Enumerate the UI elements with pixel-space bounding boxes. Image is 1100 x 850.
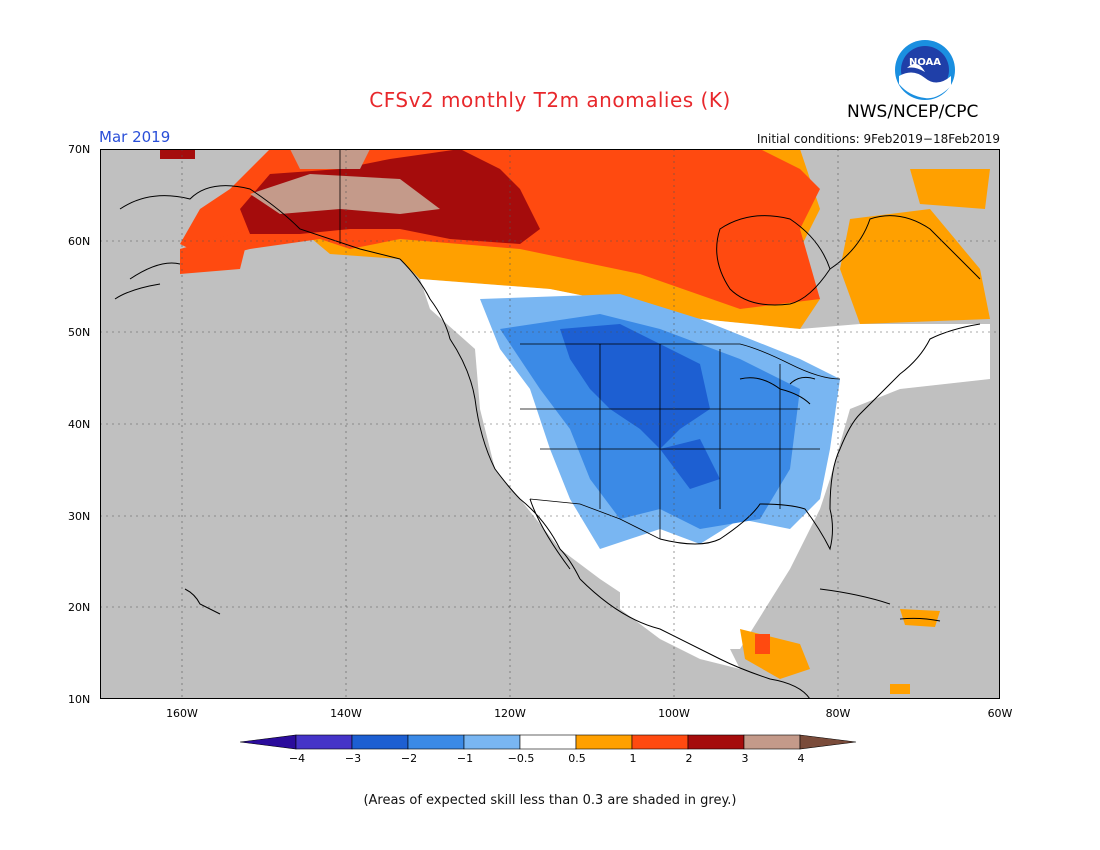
lat-label: 50N — [68, 326, 91, 339]
anomaly-orange-spot — [890, 684, 910, 694]
lat-label: 20N — [68, 601, 91, 614]
anomaly-darkred-alaska — [160, 149, 195, 159]
lon-label: 100W — [658, 707, 690, 720]
logo-text: NOAA — [909, 57, 941, 68]
colorbar-swatch — [295, 734, 353, 750]
colorbar-swatch — [519, 734, 577, 750]
colorbar-tick: −4 — [288, 752, 306, 765]
colorbar-tick: 4 — [797, 752, 805, 765]
lat-label: 70N — [68, 143, 91, 156]
colorbar-swatch — [575, 734, 633, 750]
coast-hawaii — [184, 588, 221, 615]
border-us-mexico — [529, 498, 661, 540]
map-title: CFSv2 monthly T2m anomalies (K) — [369, 88, 731, 112]
initial-conditions: Initial conditions: 9Feb2019−18Feb2019 — [756, 132, 1000, 146]
coast-west — [399, 258, 581, 580]
lon-label: 120W — [494, 707, 526, 720]
colorbar-tick: 2 — [685, 752, 693, 765]
colorbar-swatch — [407, 734, 465, 750]
lon-label: 140W — [330, 707, 362, 720]
coastlines — [114, 185, 981, 699]
map-frame — [100, 149, 1000, 699]
lat-label: 60N — [68, 235, 91, 248]
agency-label: NWS/NCEP/CPC — [847, 102, 979, 122]
colorbar-tick: −0.5 — [507, 752, 535, 765]
colorbar-swatch — [743, 734, 801, 750]
lon-label: 80W — [825, 707, 851, 720]
anomaly-map — [100, 149, 1000, 699]
colorbar-arrow-high — [799, 734, 857, 750]
noaa-logo: NOAA — [895, 40, 955, 100]
colorbar-tick: −3 — [344, 752, 362, 765]
anomaly-tan — [250, 174, 440, 214]
coast-hudson — [716, 215, 831, 306]
anomaly-white-mexico — [620, 569, 740, 669]
coast-labrador — [829, 215, 981, 280]
lat-label: 40N — [68, 418, 91, 431]
lon-label: 60W — [987, 707, 1013, 720]
lon-label: 160W — [166, 707, 198, 720]
footnote: (Areas of expected skill less than 0.3 a… — [363, 793, 737, 808]
border-states-1 — [520, 344, 820, 539]
colorbar-tick: 0.5 — [568, 752, 586, 765]
colorbar — [240, 734, 857, 750]
anomaly-orange-east — [840, 209, 990, 324]
lat-label: 10N — [68, 693, 91, 706]
colorbar-swatch — [631, 734, 689, 750]
colorbar-tick: 1 — [629, 752, 637, 765]
anomaly-darkblue-plains — [660, 439, 720, 489]
border-us-canada — [520, 343, 841, 380]
coast-east — [829, 323, 981, 510]
forecast-month: Mar 2019 — [99, 128, 171, 146]
colorbar-swatches — [240, 734, 857, 750]
colorbar-arrow-low — [240, 734, 297, 750]
colorbar-tick: −2 — [400, 752, 418, 765]
anomaly-red-ca — [755, 634, 770, 654]
anomaly-tan-north — [290, 149, 370, 169]
anomaly-orange-ne — [910, 169, 990, 209]
colorbar-tick: 3 — [741, 752, 749, 765]
lat-label: 30N — [68, 510, 91, 523]
graticule — [100, 149, 1000, 699]
anomaly-darkblue — [560, 324, 710, 449]
colorbar-swatch — [687, 734, 745, 750]
borders — [339, 149, 841, 540]
coast-gulf — [579, 503, 833, 699]
colorbar-tick: −1 — [456, 752, 474, 765]
colorbar-swatch — [463, 734, 521, 750]
anomaly-red-alaska — [180, 229, 250, 274]
anomaly-shading — [160, 149, 990, 694]
coast-alaska — [114, 185, 401, 300]
colorbar-swatch — [351, 734, 409, 750]
coast-caribbean — [819, 588, 941, 622]
